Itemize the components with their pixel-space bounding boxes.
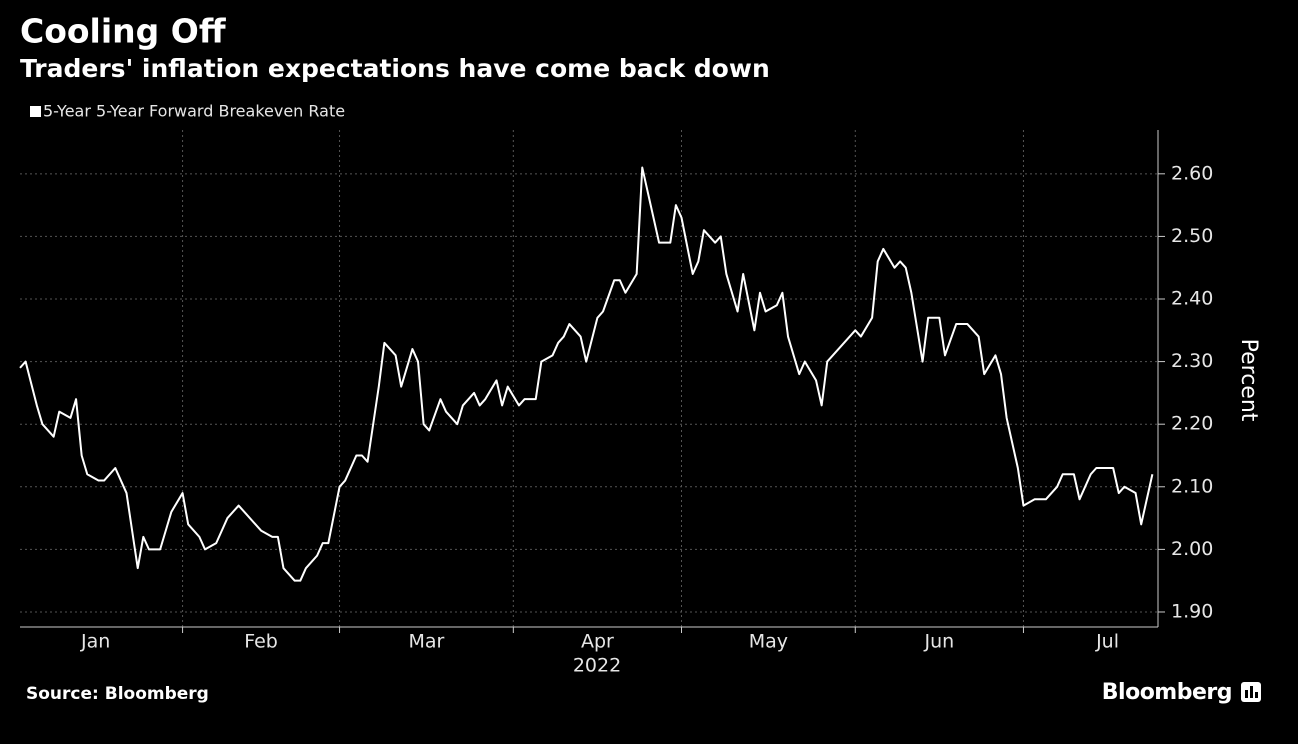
brand-icon <box>1241 682 1261 702</box>
y-tick-label: 2.50 <box>1171 225 1213 247</box>
brand: Bloomberg <box>1102 680 1232 705</box>
y-tick-label: 2.40 <box>1171 288 1213 310</box>
y-tick-label: 2.30 <box>1171 350 1213 372</box>
x-tick-label: Feb <box>244 631 278 653</box>
source: Source: Bloomberg <box>26 684 209 704</box>
x-axis-label: 2022 <box>573 655 621 677</box>
y-tick-label: 2.60 <box>1171 162 1213 184</box>
y-tick-label: 2.20 <box>1171 413 1213 435</box>
x-tick-label: Jun <box>924 631 955 653</box>
x-tick-label: Jan <box>80 631 110 653</box>
legend-swatch <box>30 106 41 117</box>
legend-label: 5-Year 5-Year Forward Breakeven Rate <box>43 102 345 121</box>
y-tick-label: 1.90 <box>1171 600 1213 622</box>
chart-subtitle: Traders' inflation expectations have com… <box>20 54 770 83</box>
y-tick-label: 2.10 <box>1171 475 1213 497</box>
y-tick-label: 2.00 <box>1171 538 1213 560</box>
x-tick-label: Apr <box>581 631 614 653</box>
y-axis-label: Percent <box>1236 339 1261 422</box>
chart-title: Cooling Off <box>20 12 227 51</box>
x-tick-label: Jul <box>1095 631 1119 653</box>
x-tick-label: Mar <box>408 631 444 653</box>
x-tick-label: May <box>749 631 788 653</box>
line <box>19 166 1154 582</box>
